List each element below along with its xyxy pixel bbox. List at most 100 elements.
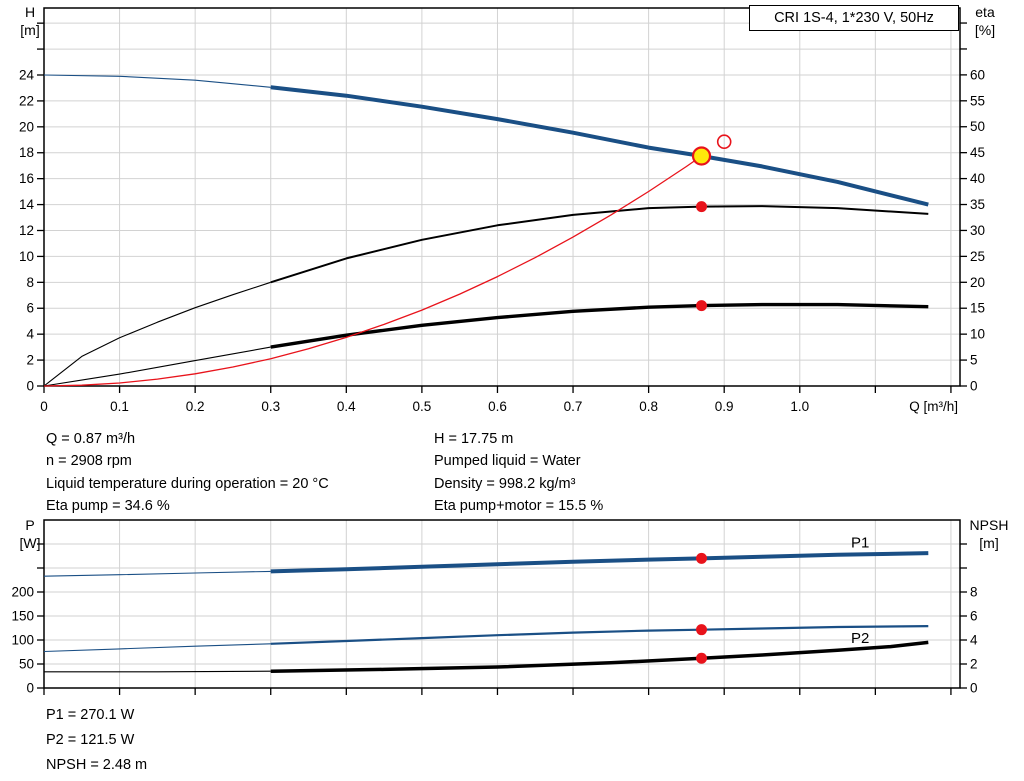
info-density: Density = 998.2 kg/m³ [434, 475, 576, 492]
y-right-tick-label: 30 [970, 223, 985, 238]
y-right-tick-label: 50 [970, 119, 985, 134]
y-right-tick-label: 35 [970, 197, 985, 212]
eta-axis-unit: [%] [974, 22, 996, 38]
head-eta-tick-labels: 0 0.1 0.2 0.3 0.4 0.5 0.6 0.7 0.8 0.9 1.0024681012… [19, 67, 985, 414]
y-left-tick-label: 0 [26, 681, 34, 696]
p2-curve-thin [43, 643, 271, 653]
y-right-tick-label: 55 [970, 93, 985, 108]
y-left-tick-label: 24 [19, 67, 35, 82]
head-eta-chart: 0 0.1 0.2 0.3 0.4 0.5 0.6 0.7 0.8 0.9 1.0024681012… [19, 7, 985, 414]
y-left-tick-label: 8 [26, 275, 34, 290]
x-tick-label: 0 [40, 399, 48, 414]
info-eta-pump-motor: Eta pump+motor = 15.5 % [434, 497, 604, 514]
eta-pump-motor-curve [270, 302, 929, 349]
x-tick-label: 0.7 [564, 399, 583, 414]
p1-curve [270, 551, 929, 574]
eta-pump-curve-thin [43, 281, 271, 387]
y-right-tick-label: 2 [970, 657, 978, 672]
info-head: H = 17.75 m [434, 431, 514, 447]
info-flow: Q = 0.87 m³/h [46, 431, 136, 447]
x-tick-label: 1.0 [790, 399, 809, 414]
y-left-tick-label: 20 [19, 119, 34, 134]
eta-axis-symbol: eta [975, 4, 995, 20]
h-q-curve [270, 85, 929, 207]
eta-pump-point-marker [696, 201, 708, 213]
y-left-tick-label: 150 [11, 609, 34, 624]
info-p2: P2 = 121.5 W [46, 732, 135, 748]
y-right-tick-label: 45 [970, 145, 985, 160]
x-tick-label: 0.5 [412, 399, 431, 414]
pump-title-box: CRI 1S-4, 1*230 V, 50Hz [749, 5, 959, 31]
y-left-tick-label: 100 [11, 633, 34, 648]
x-axis-unit-label: Q [m³/h] [909, 399, 958, 414]
p1-point-marker [696, 552, 708, 564]
y-right-tick-label: 25 [970, 249, 985, 264]
x-tick-label: 0.2 [186, 399, 205, 414]
x-tick-label: 0.9 [715, 399, 734, 414]
eta-pump-motor-curve-thin [43, 346, 271, 387]
y-left-tick-label: 16 [19, 171, 34, 186]
y-right-tick-label: 5 [970, 353, 978, 368]
y-right-tick-label: 4 [970, 633, 978, 648]
x-tick-label: 0.3 [261, 399, 280, 414]
y-left-tick-label: 12 [19, 223, 34, 238]
y-left-tick-label: 50 [19, 657, 34, 672]
eta-pump-curve [270, 205, 929, 284]
y-left-tick-label: 10 [19, 249, 34, 264]
head-axis-unit-label: H [m] [10, 3, 50, 39]
x-tick-label: 0.8 [639, 399, 658, 414]
h-q-curve-thin [43, 74, 271, 88]
npsh-axis-unit: [m] [979, 535, 999, 551]
duty-point-marker[interactable] [691, 146, 712, 166]
p1-curve-thin [43, 570, 271, 577]
y-left-tick-label: 18 [19, 145, 34, 160]
power-npsh-plot-area[interactable] [44, 520, 960, 688]
y-right-tick-label: 40 [970, 171, 985, 186]
y-right-tick-label: 10 [970, 327, 985, 342]
info-p1: P1 = 270.1 W [46, 707, 135, 723]
power-npsh-tick-labels: 0 50 100 150 200 0 2 4 6 8 [11, 585, 978, 696]
p2-point-marker [696, 624, 708, 636]
head-eta-frame [43, 7, 961, 387]
eta-axis-unit-label: eta [%] [962, 3, 1008, 39]
info-pumped-liquid: Pumped liquid = Water [434, 453, 581, 470]
system-curve [43, 155, 702, 387]
head-eta-grid [44, 8, 960, 386]
head-eta-plot-area[interactable] [44, 8, 960, 386]
y-right-tick-label: 6 [970, 609, 978, 624]
y-right-tick-label: 20 [970, 275, 985, 290]
head-axis-symbol: H [24, 4, 36, 20]
info-eta-pump: Eta pump = 34.6 % [46, 497, 170, 514]
x-tick-label: 0.6 [488, 399, 507, 414]
power-npsh-grid [44, 520, 960, 688]
y-right-tick-label: 8 [970, 585, 978, 600]
power-info: P1 = 270.1 W P2 = 121.5 W NPSH = 2.48 m [46, 703, 147, 778]
head-eta-ticks [37, 22, 967, 393]
p1-curve-label: P1 [851, 534, 869, 551]
y-right-tick-label: 0 [970, 379, 978, 394]
y-right-tick-label: 15 [970, 301, 985, 316]
npsh-point-marker [696, 652, 708, 664]
y-left-tick-label: 200 [11, 585, 34, 600]
y-right-tick-label: 60 [970, 67, 985, 82]
requested-duty-point-marker[interactable] [716, 134, 732, 150]
y-left-tick-label: 14 [19, 197, 35, 212]
y-left-tick-label: 22 [19, 93, 34, 108]
power-axis-symbol: P [25, 517, 35, 533]
y-left-tick-label: 6 [26, 301, 34, 316]
info-speed: n = 2908 rpm [46, 453, 132, 470]
y-left-tick-label: 0 [26, 379, 34, 394]
power-axis-unit: [W] [19, 535, 41, 551]
p2-curve [270, 625, 929, 645]
x-tick-label: 0.1 [110, 399, 129, 414]
power-axis-unit-label: P [W] [10, 516, 50, 552]
power-npsh-chart: 0 50 100 150 200 0 2 4 6 8 P1 P2 [11, 519, 978, 696]
npsh-axis-symbol: NPSH [969, 517, 1009, 533]
p2-curve-label: P2 [851, 630, 869, 647]
y-left-tick-label: 2 [26, 353, 34, 368]
y-right-tick-label: 0 [970, 681, 978, 696]
info-npsh: NPSH = 2.48 m [46, 757, 148, 773]
duty-info-right: H = 17.75 m Pumped liquid = Water Densit… [434, 428, 603, 517]
